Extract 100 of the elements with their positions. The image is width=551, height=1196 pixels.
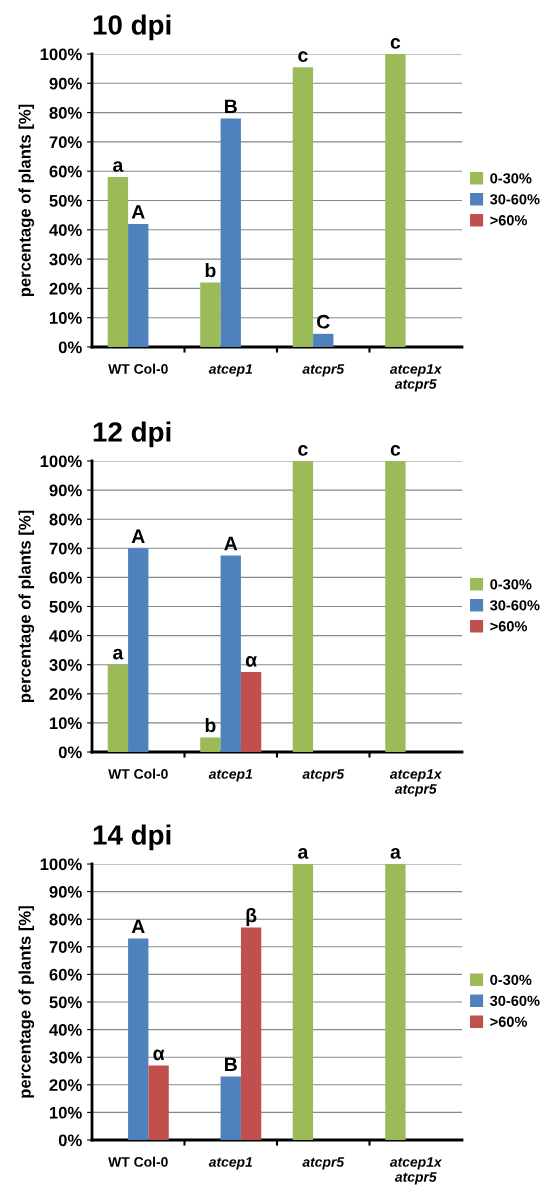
data-label: c [390, 38, 401, 49]
data-label: β [246, 907, 257, 927]
x-tick-label: atcep1 [208, 1157, 253, 1170]
y-tick-label: 30% [49, 659, 82, 671]
y-tick-label: 90% [49, 484, 82, 497]
x-tick-label: atcpr5 [302, 769, 345, 782]
data-label: b [205, 717, 216, 733]
x-tick-label: atcep1 [208, 364, 253, 377]
bar [313, 333, 334, 347]
data-label: A [131, 919, 145, 934]
y-tick-label: 20% [49, 282, 82, 295]
data-label: B [225, 99, 237, 114]
bar [385, 461, 406, 752]
y-tick-label: 10% [49, 312, 82, 324]
data-label: A [131, 205, 145, 219]
data-label: a [113, 161, 124, 172]
x-tick-label: WT Col-0 [108, 363, 168, 374]
y-axis-title: percentage of plants [%] [18, 906, 35, 1098]
data-label: c [390, 445, 401, 456]
data-label: A [131, 529, 145, 543]
y-tick-label: 40% [49, 630, 82, 642]
x-tick-label: atcep1 [208, 769, 253, 782]
x-tick-label: atcpr5 [302, 1157, 345, 1170]
chart-title: 12 dpi [93, 421, 171, 448]
bar [128, 223, 149, 347]
data-label: C [317, 314, 330, 329]
y-tick-label: 80% [49, 107, 82, 119]
bar [200, 282, 221, 347]
x-tick-label: WT Col-0 [108, 768, 168, 779]
legend-label: 30-60% [490, 995, 540, 1006]
data-label: A [224, 536, 238, 551]
data-label: B [225, 1057, 237, 1072]
y-tick-label: 20% [49, 688, 82, 700]
y-tick-label: 10% [49, 1106, 82, 1119]
y-tick-label: 80% [49, 913, 82, 926]
bar [107, 664, 129, 752]
y-tick-label: 80% [49, 513, 82, 526]
y-tick-label: 10% [49, 717, 82, 730]
bar [292, 864, 314, 1140]
y-tick-label: 90% [49, 77, 82, 90]
y-tick-label: 70% [49, 941, 82, 953]
bar [148, 1065, 169, 1140]
y-tick-label: 40% [49, 1024, 82, 1036]
y-tick-label: 100% [40, 455, 82, 468]
y-tick-label: 100% [40, 858, 82, 871]
y-tick-label: 20% [49, 1079, 82, 1091]
legend-label: 30-60% [490, 600, 540, 611]
legend-label: 0-30% [490, 974, 532, 986]
legend-label: 0-30% [490, 173, 532, 184]
y-tick-label: 70% [49, 136, 82, 149]
y-tick-label: 60% [49, 571, 82, 584]
y-tick-label: 40% [49, 224, 82, 236]
legend-label: >60% [490, 1016, 528, 1027]
y-tick-label: 0% [58, 746, 82, 759]
data-label: a [113, 648, 124, 660]
y-tick-label: 50% [49, 194, 82, 207]
legend-label: >60% [490, 215, 528, 226]
y-tick-label: 50% [49, 996, 82, 1009]
data-label: a [390, 848, 401, 859]
bar [292, 461, 314, 752]
legend-label: 0-30% [490, 579, 532, 590]
bar [107, 177, 129, 347]
legend-label: 30-60% [490, 194, 540, 205]
bar [220, 118, 241, 347]
y-axis-title: percentage of plants [%] [18, 510, 35, 703]
bar [385, 54, 406, 347]
x-tick-label: atcep1x atcpr5 [389, 1157, 443, 1185]
bar [240, 927, 262, 1140]
bar [200, 737, 221, 752]
data-label: c [298, 445, 308, 456]
data-label: α [153, 1049, 165, 1061]
chart-title: 14 dpi [93, 824, 171, 851]
y-tick-label: 0% [58, 341, 82, 354]
y-tick-label: 90% [49, 886, 82, 898]
data-label: b [205, 263, 216, 278]
y-tick-label: 30% [49, 1051, 82, 1064]
y-axis-title: percentage of plants [%] [18, 104, 35, 297]
data-label: a [298, 848, 309, 859]
bar [292, 67, 314, 347]
bar [128, 938, 149, 1140]
y-tick-label: 100% [40, 48, 82, 61]
y-tick-label: 60% [49, 968, 82, 981]
data-label: α [245, 656, 257, 667]
bar [240, 671, 262, 752]
y-tick-label: 70% [49, 542, 82, 555]
y-tick-label: 60% [49, 165, 82, 178]
y-tick-label: 0% [58, 1134, 82, 1147]
x-tick-label: atcep1x atcpr5 [389, 364, 443, 392]
x-tick-label: WT Col-0 [108, 1156, 168, 1167]
bar [385, 864, 406, 1140]
legend-label: >60% [490, 621, 528, 632]
data-label: c [298, 51, 308, 62]
y-tick-label: 30% [49, 253, 82, 266]
bar [128, 548, 149, 752]
bar [220, 1076, 241, 1140]
y-tick-label: 50% [49, 600, 82, 613]
bar [220, 555, 241, 752]
x-tick-label: atcep1x atcpr5 [389, 769, 443, 797]
chart-title: 10 dpi [93, 14, 171, 41]
x-tick-label: atcpr5 [302, 364, 345, 377]
